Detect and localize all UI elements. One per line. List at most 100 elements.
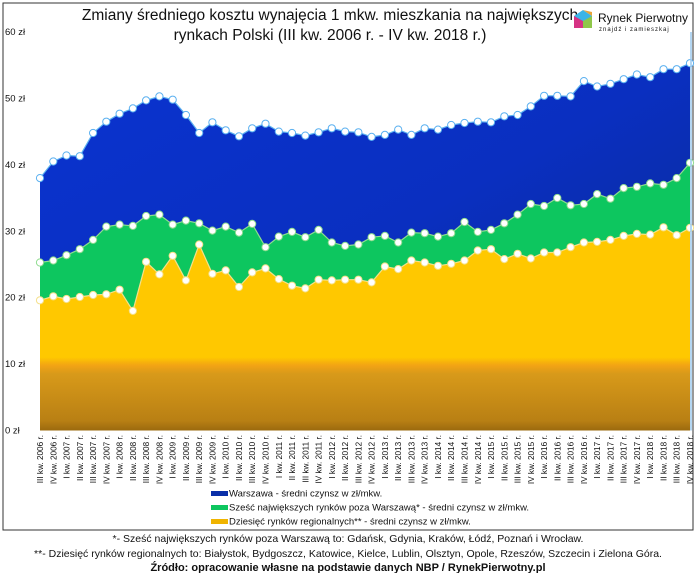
data-point <box>341 241 350 250</box>
data-point <box>102 117 111 126</box>
data-point <box>394 265 403 274</box>
data-point <box>62 151 71 160</box>
x-tick-label: III kw. 2009 r. <box>195 435 204 483</box>
data-point <box>394 125 403 134</box>
data-point <box>89 235 98 244</box>
data-point <box>659 180 668 189</box>
data-point <box>646 179 655 188</box>
data-point <box>75 292 84 302</box>
data-point <box>248 268 257 277</box>
data-point <box>195 240 204 249</box>
data-point <box>632 182 642 191</box>
data-point <box>513 249 522 258</box>
data-point <box>75 245 84 254</box>
x-tick-label: III kw. 2006 r. <box>36 435 45 483</box>
data-point <box>142 96 151 105</box>
data-point <box>380 231 389 240</box>
data-point <box>89 290 98 300</box>
logo: Rynek Pierwotny znajdź i zamieszkaj <box>574 10 688 33</box>
x-tick-label: II kw. 2018 r. <box>660 435 669 481</box>
data-point <box>579 238 589 247</box>
legend-swatch <box>211 491 228 496</box>
data-point <box>566 243 575 252</box>
data-point <box>473 117 482 126</box>
data-point <box>433 261 443 270</box>
data-point <box>447 120 456 130</box>
y-tick-label: 20 zł <box>5 293 26 304</box>
data-point <box>579 77 589 86</box>
data-point <box>354 240 363 249</box>
y-tick-label: 10 zł <box>5 359 26 370</box>
legend-label: Warszawa - średni czynsz w zł/mkw. <box>229 489 382 500</box>
x-tick-label: III kw. 2011 r. <box>301 435 310 483</box>
data-point <box>420 258 429 267</box>
x-tick-label: III kw. 2007 r. <box>89 435 98 483</box>
x-tick-label: III kw. 2014 r. <box>461 435 470 483</box>
data-point <box>420 229 429 238</box>
x-tick-label: III kw. 2013 r. <box>407 435 416 483</box>
data-point <box>181 276 190 285</box>
data-point <box>672 231 681 240</box>
legend-swatch <box>211 505 228 510</box>
x-tick-label: II kw. 2013 r. <box>394 435 403 481</box>
data-point <box>619 184 628 193</box>
x-tick-label: IV kw. 2011 r. <box>315 435 324 484</box>
data-point <box>685 223 695 232</box>
x-tick-label: IV kw. 2009 r. <box>208 435 217 484</box>
x-tick-label: III kw. 2010 r. <box>248 435 257 483</box>
data-point <box>513 110 522 120</box>
data-point <box>606 235 615 244</box>
x-tick-label: I kw. 2011 r. <box>275 435 284 478</box>
x-tick-label: II kw. 2015 r. <box>500 435 509 481</box>
data-point <box>579 199 589 209</box>
data-point <box>49 157 58 166</box>
x-tick-label: III kw. 2012 r. <box>354 435 363 483</box>
data-point <box>354 275 363 284</box>
data-point <box>566 201 575 210</box>
x-tick-label: II kw. 2017 r. <box>606 435 615 481</box>
data-point <box>155 270 164 279</box>
chart-title-line2: rynkach Polski (III kw. 2006 r. - IV kw.… <box>174 27 487 44</box>
data-point <box>672 65 681 74</box>
footnote-2: **- Dziesięć rynków regionalnych to: Bia… <box>34 548 662 560</box>
x-tick-label: IV kw. 2008 r. <box>155 435 164 484</box>
logo-tagline: znajdź i zamieszkaj <box>599 27 670 33</box>
logo-cube-icon <box>574 16 583 28</box>
data-point <box>632 70 642 79</box>
x-tick-label: II kw. 2012 r. <box>341 435 350 481</box>
x-tick-label: II kw. 2007 r. <box>76 435 85 481</box>
data-point <box>553 91 562 100</box>
data-point <box>234 282 244 292</box>
data-point <box>142 257 151 266</box>
data-point <box>314 128 323 137</box>
data-point <box>102 222 111 231</box>
data-point <box>142 211 151 221</box>
data-point <box>407 130 416 139</box>
data-point <box>593 190 602 199</box>
data-point <box>367 132 376 141</box>
data-point <box>314 275 323 284</box>
data-point <box>301 284 310 293</box>
data-point <box>234 132 244 141</box>
data-point <box>314 225 323 234</box>
data-point <box>75 152 84 161</box>
data-point <box>486 225 496 234</box>
data-point <box>672 174 681 183</box>
data-point <box>540 201 549 211</box>
data-point <box>327 124 336 133</box>
y-tick-label: 0 zł <box>5 426 21 437</box>
x-tick-label: I kw. 2009 r. <box>169 435 178 479</box>
data-point <box>49 256 58 265</box>
x-tick-label: IV kw. 2017 r. <box>633 435 642 484</box>
data-point <box>526 102 535 111</box>
data-point <box>553 248 562 257</box>
data-point <box>195 219 204 228</box>
y-tick-label: 40 zł <box>5 160 26 171</box>
data-point <box>102 290 111 299</box>
data-point <box>367 233 376 242</box>
legend-item: Sześć największych rynków poza Warszawą*… <box>211 503 529 514</box>
data-point <box>208 269 217 278</box>
data-point <box>447 229 456 238</box>
data-point <box>62 251 71 260</box>
